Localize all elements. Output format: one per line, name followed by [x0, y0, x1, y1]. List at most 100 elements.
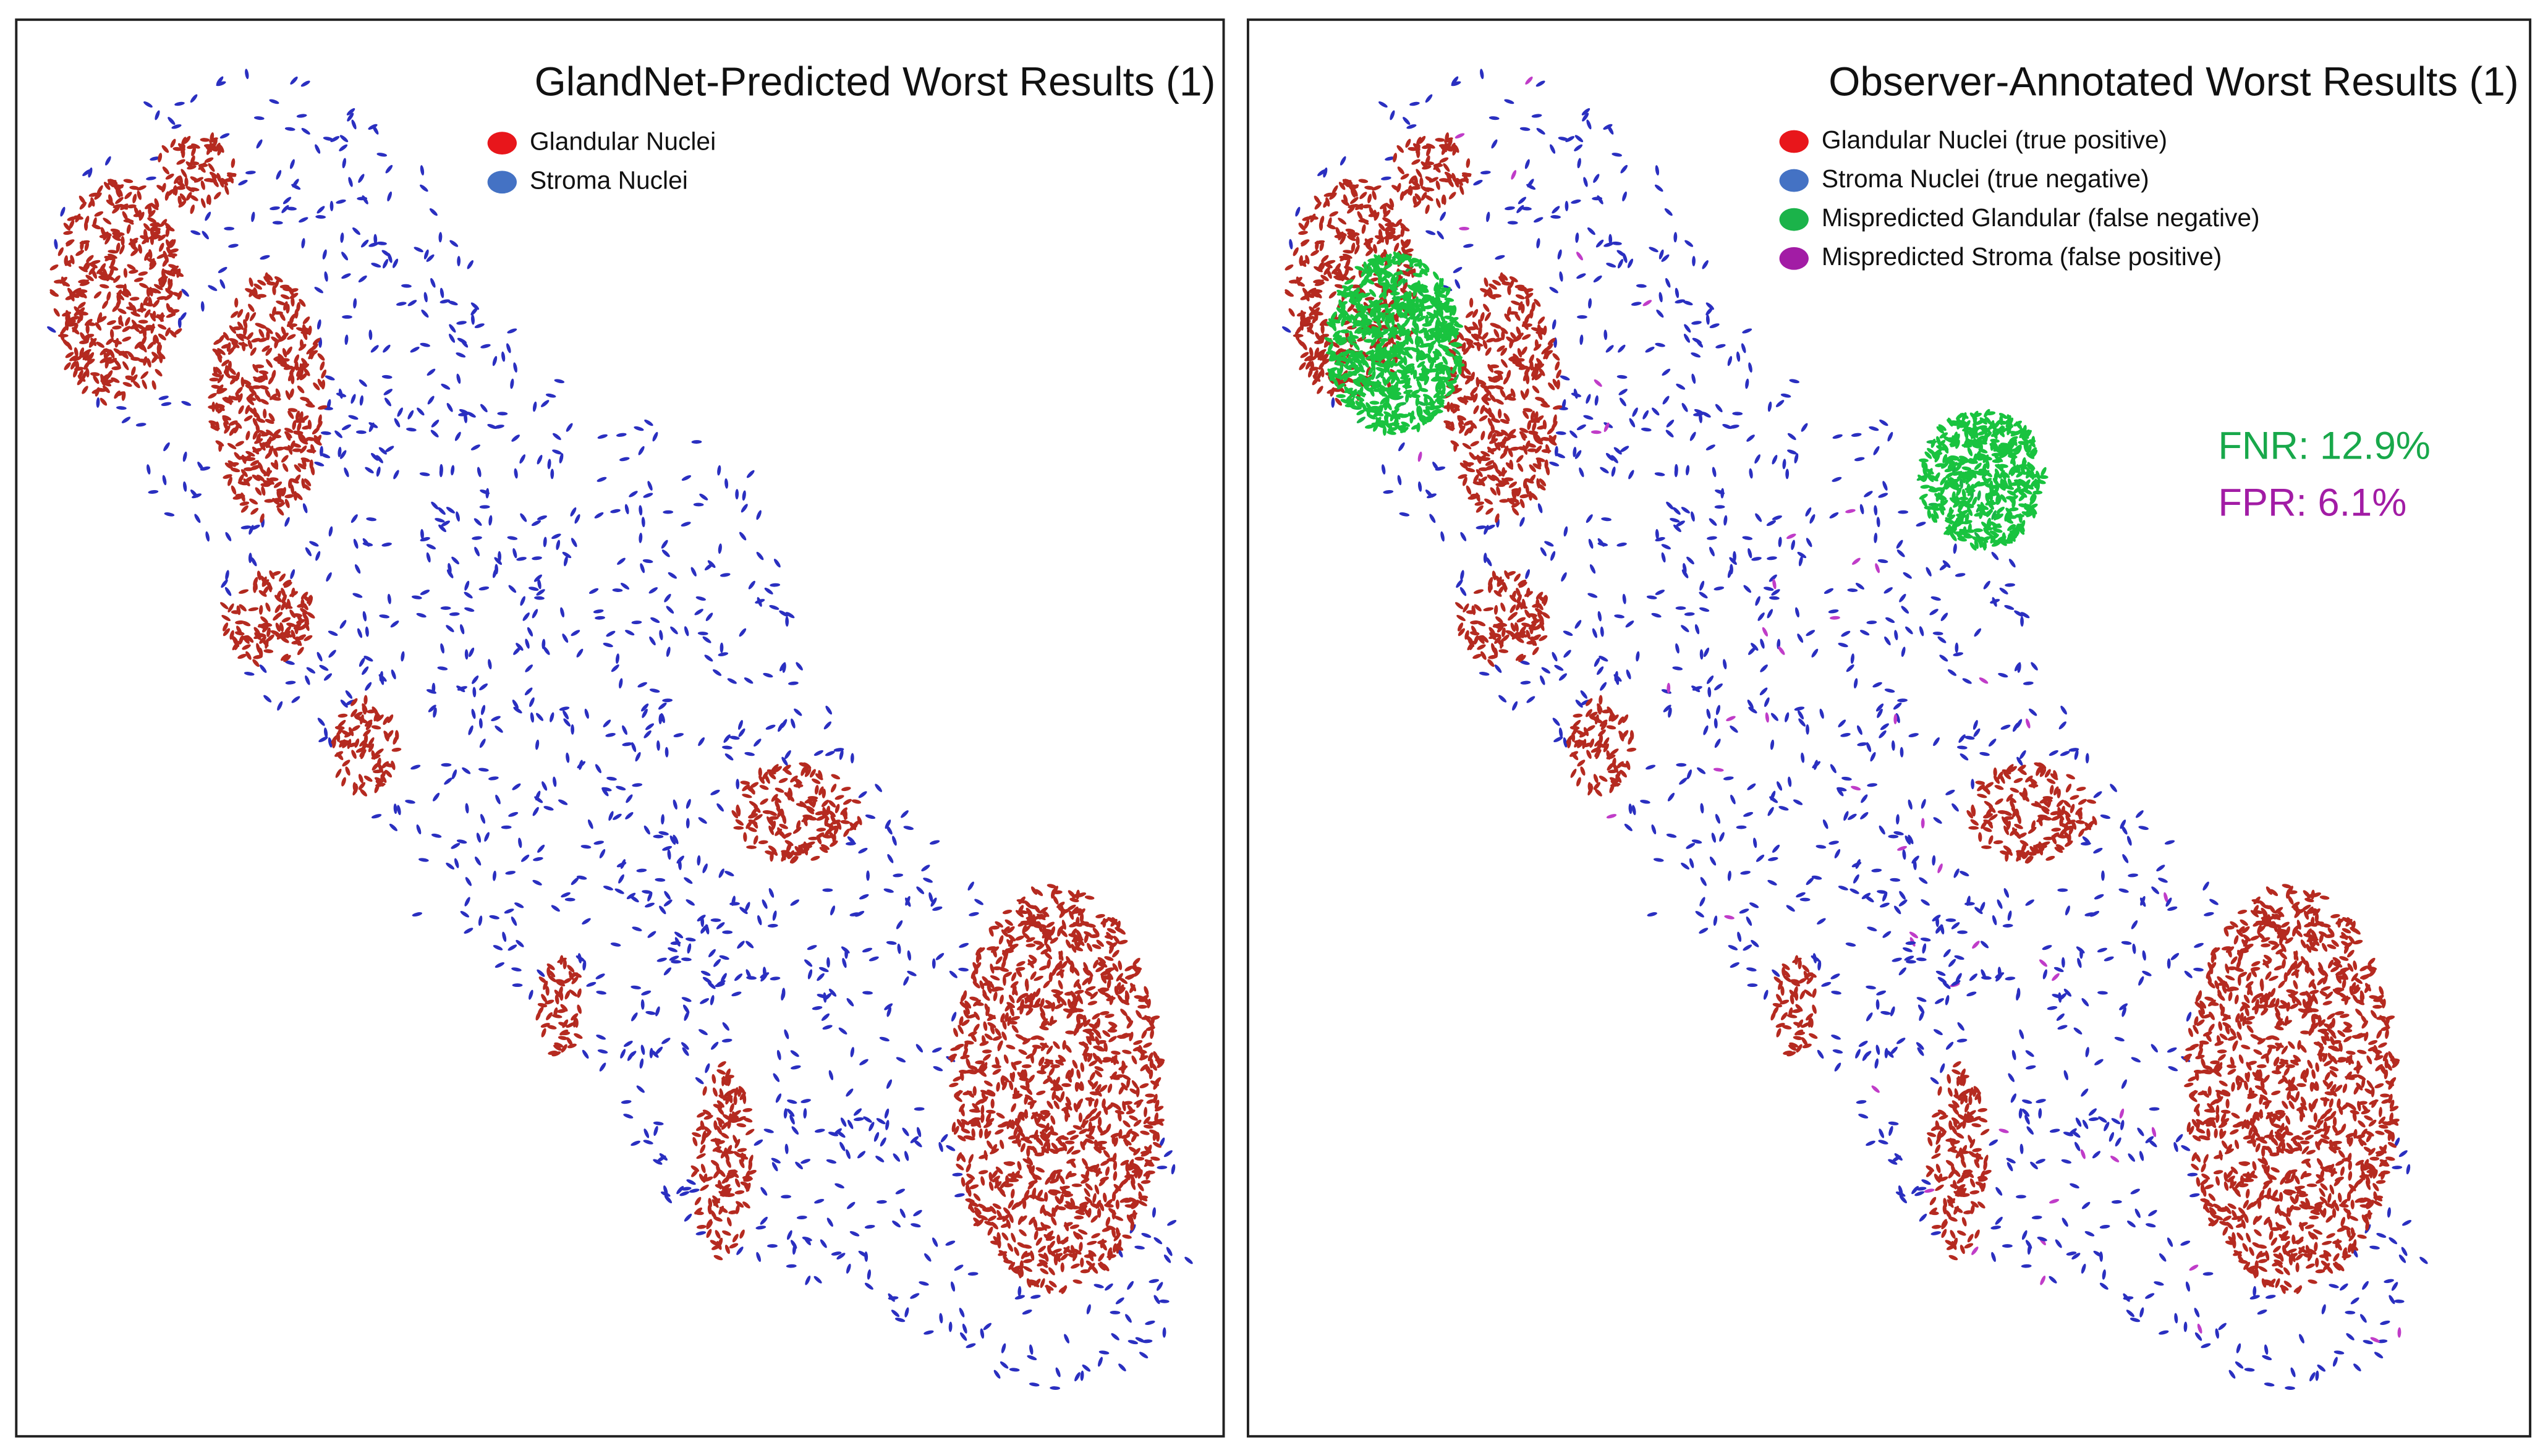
stroma-nucleus	[875, 1156, 885, 1162]
stroma-nucleus	[1159, 1137, 1165, 1148]
stroma-nucleus	[967, 1272, 979, 1276]
stroma-nucleus	[468, 725, 474, 735]
stroma-nucleus	[796, 1216, 807, 1220]
stroma-nucleus	[939, 1313, 943, 1324]
glandular-nucleus	[1107, 1028, 1118, 1033]
stroma-nucleus	[850, 753, 854, 764]
stroma-nucleus	[664, 593, 671, 603]
stroma-nucleus	[556, 540, 561, 550]
stroma-nucleus	[790, 899, 799, 906]
stroma-nucleus	[2167, 958, 2171, 969]
stroma-nucleus	[643, 493, 653, 498]
stroma-nucleus	[813, 750, 824, 756]
stroma-nucleus	[713, 669, 722, 676]
stroma-nucleus	[783, 1108, 788, 1119]
stroma-nucleus	[631, 1012, 638, 1022]
stroma-nucleus	[902, 1127, 909, 1136]
stroma-nucleus	[983, 1323, 992, 1331]
stroma-nucleus	[82, 169, 91, 177]
stroma-nucleus	[698, 737, 705, 747]
stroma-nucleus	[286, 206, 297, 211]
stroma-nucleus	[570, 507, 577, 517]
stroma-nucleus	[658, 702, 667, 710]
stroma-nucleus	[734, 973, 743, 981]
stroma-nucleus	[340, 700, 348, 708]
stroma-nucleus	[316, 319, 321, 330]
stroma-nucleus	[391, 669, 396, 680]
stroma-nucleus	[179, 312, 187, 321]
stroma-nucleus	[344, 334, 349, 345]
stroma-nucleus	[826, 1217, 833, 1227]
stroma-nucleus	[446, 625, 454, 632]
stroma-nucleus	[309, 541, 319, 547]
stroma-nucleus	[512, 983, 523, 988]
stroma-nucleus	[980, 1328, 985, 1339]
stroma-nucleus	[456, 685, 465, 693]
stroma-nucleus	[795, 1161, 803, 1170]
stroma-nucleus	[484, 832, 490, 842]
stroma-nucleus	[290, 76, 298, 85]
glandular-nucleus	[958, 1025, 964, 1035]
stroma-nucleus	[932, 958, 936, 969]
stroma-nucleus	[949, 970, 958, 978]
stroma-nucleus	[599, 849, 606, 859]
stroma-nucleus	[616, 433, 627, 437]
stroma-nucleus	[722, 930, 733, 934]
stroma-nucleus	[219, 133, 230, 139]
stroma-nucleus	[1030, 1295, 1041, 1299]
stroma-nucleus	[420, 165, 425, 176]
stroma-nucleus	[776, 1049, 781, 1060]
stroma-nucleus	[448, 300, 458, 306]
stroma-nucleus	[788, 681, 799, 685]
glandular-nucleus	[245, 451, 255, 457]
stroma-nucleus	[396, 302, 407, 306]
glandular-nucleus	[1085, 986, 1096, 991]
glandular-nucleus	[1074, 1215, 1084, 1220]
stroma-nucleus	[315, 144, 321, 154]
stroma-nucleus	[707, 981, 716, 989]
stroma-nucleus	[520, 513, 527, 522]
stroma-nucleus	[879, 1036, 890, 1042]
stroma-nucleus	[853, 1108, 862, 1116]
stroma-nucleus	[475, 857, 482, 866]
stroma-nucleus	[478, 915, 483, 926]
stroma-nucleus	[305, 675, 310, 685]
stroma-nucleus	[551, 905, 560, 912]
stroma-nucleus	[174, 101, 185, 106]
stroma-nucleus	[661, 540, 668, 549]
stroma-nucleus	[299, 217, 308, 223]
glandular-nucleus	[229, 325, 237, 334]
stroma-nucleus	[597, 1049, 608, 1054]
glandular-nucleus	[1136, 1086, 1140, 1098]
stroma-nucleus	[514, 468, 518, 479]
stroma-nucleus	[659, 1153, 668, 1161]
glandular-nucleus	[734, 1138, 741, 1149]
stroma-nucleus	[245, 171, 256, 175]
stroma-nucleus	[202, 231, 209, 240]
stroma-nucleus	[348, 177, 353, 187]
stroma-nucleus	[903, 976, 909, 986]
stroma-nucleus	[344, 467, 349, 478]
stroma-nucleus	[289, 159, 295, 169]
glandular-nucleus	[1060, 1091, 1065, 1101]
stroma-nucleus	[449, 333, 456, 343]
stroma-nucleus	[419, 472, 430, 476]
stroma-nucleus	[407, 410, 414, 420]
stroma-nucleus	[393, 470, 399, 480]
tissue-left	[47, 69, 1193, 1390]
stroma-nucleus	[533, 857, 543, 861]
stroma-nucleus	[338, 446, 342, 457]
stroma-nucleus	[724, 871, 734, 876]
stroma-nucleus	[928, 892, 933, 903]
stroma-nucleus	[420, 537, 430, 541]
stroma-nucleus	[478, 768, 489, 772]
stroma-nucleus	[834, 1183, 844, 1189]
stroma-nucleus	[341, 273, 351, 279]
glandular-nucleus	[232, 326, 242, 331]
stroma-nucleus	[477, 467, 482, 477]
stroma-nucleus	[534, 796, 543, 803]
stroma-nucleus	[537, 515, 547, 520]
stroma-nucleus	[705, 612, 713, 621]
stroma-nucleus	[582, 1049, 589, 1059]
stroma-nucleus	[673, 733, 684, 737]
